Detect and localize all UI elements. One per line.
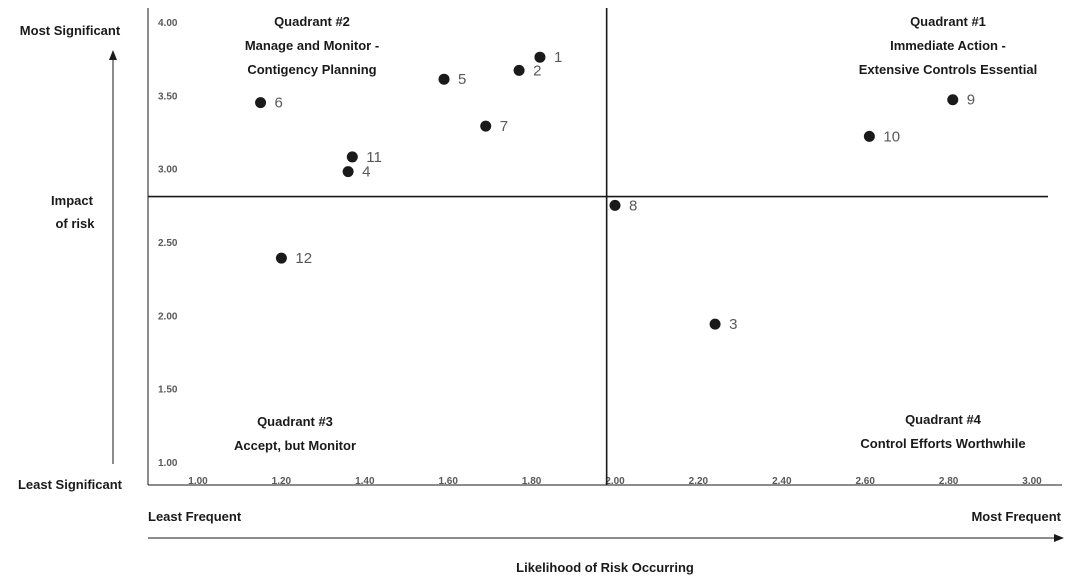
data-point-label: 2 <box>533 62 541 79</box>
data-point-label: 4 <box>362 164 370 181</box>
quadrant-2-label: Quadrant #2 <box>274 14 350 29</box>
x-axis-title: Likelihood of Risk Occurring <box>516 560 694 575</box>
data-point-7 <box>480 120 492 132</box>
y-tick-label: 3.00 <box>158 165 178 176</box>
quadrant-1-label: Extensive Controls Essential <box>859 62 1037 77</box>
data-point-label: 3 <box>729 316 737 333</box>
data-point-label: 12 <box>295 250 312 267</box>
x-tick-label: 2.00 <box>605 476 625 487</box>
data-point-label: 9 <box>967 92 975 109</box>
y-axis-high-label: Most Significant <box>20 23 121 38</box>
quadrant-2-label: Manage and Monitor - <box>245 38 379 53</box>
data-point-11 <box>346 151 358 163</box>
data-point-label: 8 <box>629 197 637 214</box>
data-point-10 <box>863 130 875 142</box>
quadrant-2-label: Contigency Planning <box>247 62 376 77</box>
x-tick-label: 2.40 <box>772 476 792 487</box>
y-tick-label: 1.00 <box>158 458 178 469</box>
quadrant-4-label: Control Efforts Worthwhile <box>860 436 1025 451</box>
data-point-9 <box>947 94 959 106</box>
quadrant-1-label: Immediate Action - <box>890 38 1006 53</box>
x-tick-label: 2.80 <box>939 476 959 487</box>
y-arrow-head <box>109 50 117 60</box>
y-tick-label: 2.00 <box>158 311 178 322</box>
data-point-3 <box>709 318 721 330</box>
y-tick-label: 4.00 <box>158 18 178 29</box>
data-point-label: 1 <box>554 49 562 66</box>
quadrant-3-label: Quadrant #3 <box>257 414 333 429</box>
data-point-8 <box>609 199 621 211</box>
x-axis-high-label: Most Frequent <box>971 509 1061 524</box>
data-point-12 <box>275 252 287 264</box>
x-tick-label: 3.00 <box>1022 476 1042 487</box>
x-tick-label: 1.60 <box>438 476 458 487</box>
quadrant-4-label: Quadrant #4 <box>905 412 982 427</box>
data-point-4 <box>342 166 354 178</box>
data-point-6 <box>255 97 267 109</box>
y-axis-title-line-2: of risk <box>55 216 95 231</box>
data-point-1 <box>534 51 546 63</box>
x-tick-label: 1.20 <box>272 476 292 487</box>
y-axis-low-label: Least Significant <box>18 477 123 492</box>
data-point-label: 5 <box>458 71 466 88</box>
data-point-label: 6 <box>275 95 283 112</box>
x-arrow-head <box>1054 534 1064 542</box>
quadrant-1-label: Quadrant #1 <box>910 14 986 29</box>
data-point-label: 11 <box>366 149 382 166</box>
x-tick-label: 2.60 <box>855 476 875 487</box>
x-tick-label: 2.20 <box>689 476 709 487</box>
data-point-label: 7 <box>500 118 508 135</box>
x-tick-label: 1.00 <box>188 476 208 487</box>
y-tick-label: 2.50 <box>158 238 178 249</box>
y-axis-title-line-1: Impact <box>51 193 94 208</box>
x-tick-label: 1.80 <box>522 476 542 487</box>
y-tick-label: 1.50 <box>158 385 178 396</box>
data-point-2 <box>513 64 525 76</box>
x-tick-label: 1.40 <box>355 476 375 487</box>
quadrant-3-label: Accept, but Monitor <box>234 438 356 453</box>
data-point-5 <box>438 73 450 85</box>
data-point-label: 10 <box>883 128 900 145</box>
y-tick-label: 3.50 <box>158 91 178 102</box>
x-axis-low-label: Least Frequent <box>148 509 242 524</box>
